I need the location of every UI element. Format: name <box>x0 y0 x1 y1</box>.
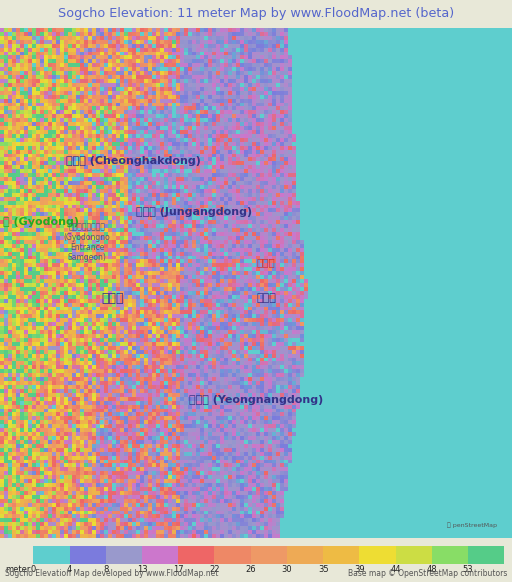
Text: 13: 13 <box>137 565 147 574</box>
Text: 30: 30 <box>282 565 292 574</box>
Bar <box>106 546 142 563</box>
Text: 동명동: 동명동 <box>257 293 276 303</box>
Text: 0: 0 <box>31 565 36 574</box>
Bar <box>178 546 215 563</box>
Text: meter: meter <box>5 565 31 574</box>
Text: 청학동 (Cheonghakdong): 청학동 (Cheonghakdong) <box>66 155 201 166</box>
Bar <box>33 546 70 563</box>
Text: 4: 4 <box>67 565 72 574</box>
Bar <box>70 546 106 563</box>
Bar <box>215 546 251 563</box>
Text: 26: 26 <box>245 565 256 574</box>
Text: 17: 17 <box>173 565 183 574</box>
Text: 속초시: 속초시 <box>257 258 275 268</box>
Bar <box>287 546 323 563</box>
Bar <box>432 546 468 563</box>
Text: 35: 35 <box>318 565 329 574</box>
Text: 8: 8 <box>103 565 109 574</box>
Bar <box>359 546 396 563</box>
Text: Sogcho Elevation Map developed by www.FloodMap.net: Sogcho Elevation Map developed by www.Fl… <box>5 569 219 579</box>
Text: 48: 48 <box>426 565 437 574</box>
Text: 53: 53 <box>463 565 474 574</box>
Text: 교통로입구삼거리
(Gyodongno
Entrance
Samgeon): 교통로입구삼거리 (Gyodongno Entrance Samgeon) <box>63 222 111 262</box>
Text: 동 (Gyodong): 동 (Gyodong) <box>3 217 79 227</box>
Text: 22: 22 <box>209 565 220 574</box>
Bar <box>251 546 287 563</box>
Bar <box>323 546 359 563</box>
Text: 엉달호: 엉달호 <box>95 416 110 425</box>
Text: 39: 39 <box>354 565 365 574</box>
Text: 엉랑동 (Yeongnangdong): 엉랑동 (Yeongnangdong) <box>189 395 323 405</box>
Text: 🔍 penStreetMap: 🔍 penStreetMap <box>446 522 497 528</box>
Text: Base map © OpenStreetMap contributors: Base map © OpenStreetMap contributors <box>348 569 507 579</box>
Text: 금호동: 금호동 <box>101 292 124 305</box>
Text: 중앙동 (Jungangdong): 중앙동 (Jungangdong) <box>137 207 252 217</box>
Text: 44: 44 <box>390 565 401 574</box>
Bar <box>396 546 432 563</box>
Bar <box>468 546 504 563</box>
Text: Sogcho Elevation: 11 meter Map by www.FloodMap.net (beta): Sogcho Elevation: 11 meter Map by www.Fl… <box>58 8 454 20</box>
Bar <box>142 546 178 563</box>
